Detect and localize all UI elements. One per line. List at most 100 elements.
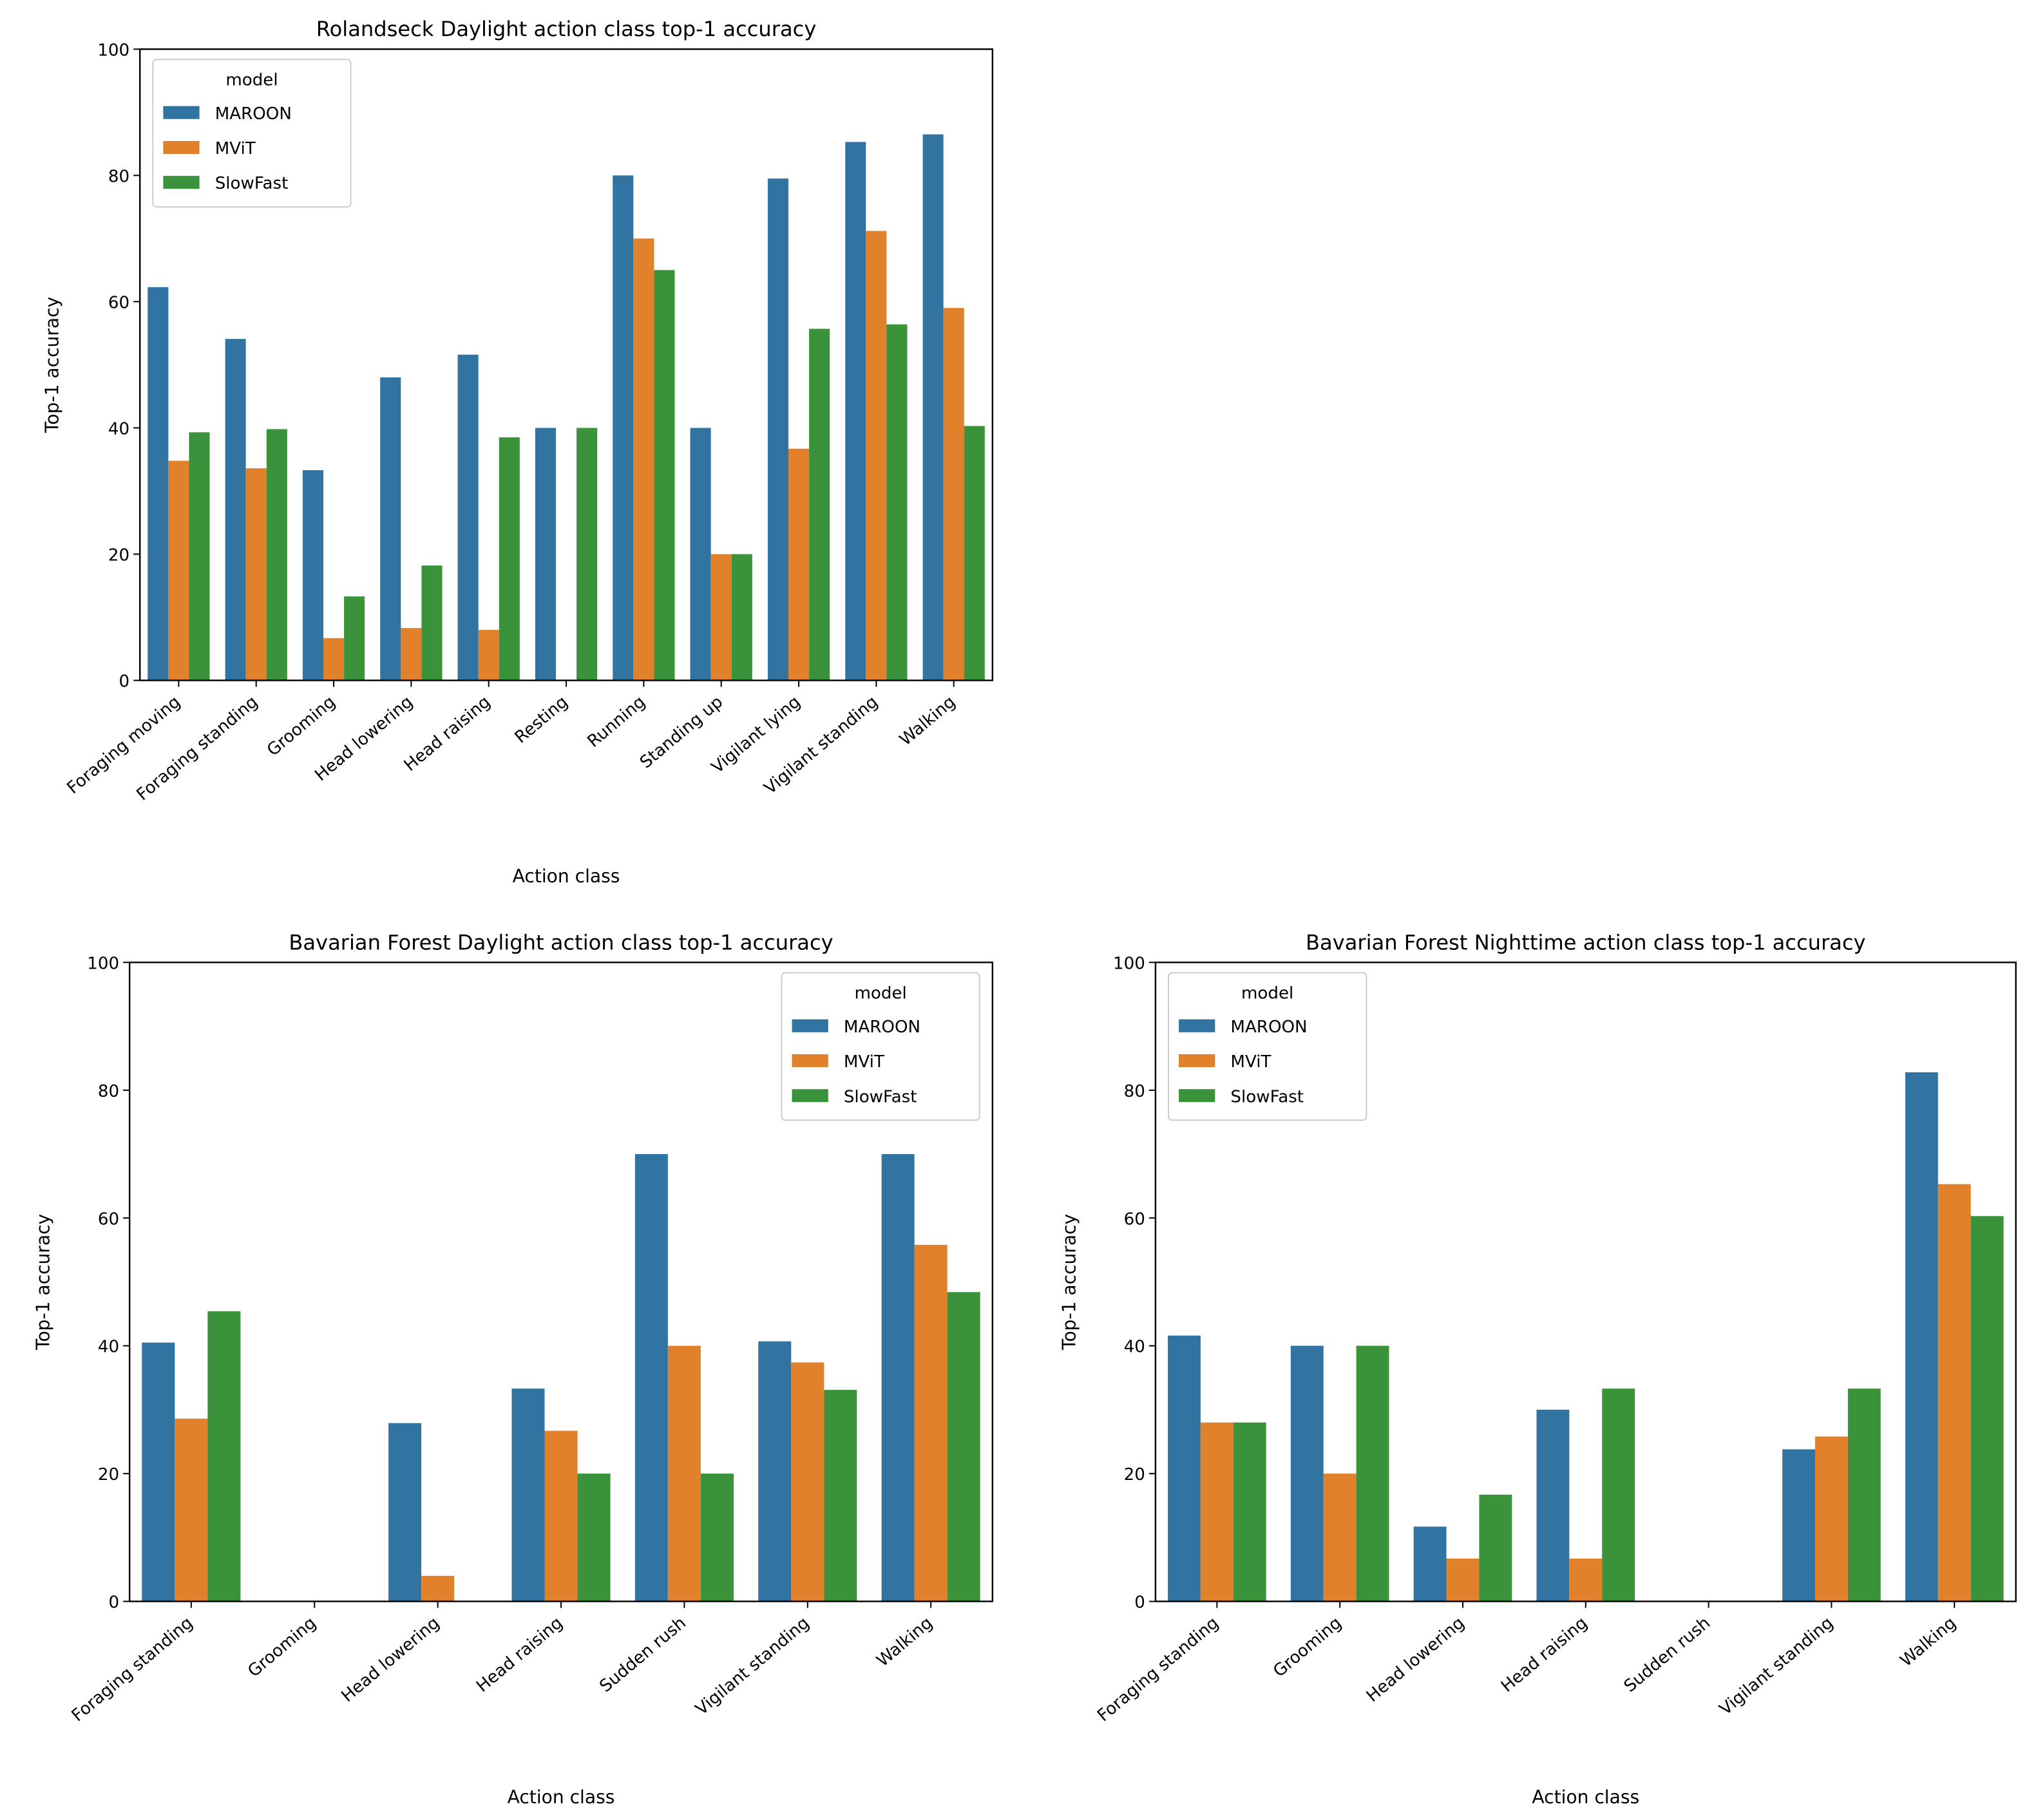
bar-maroon-9 bbox=[845, 142, 866, 681]
bar-maroon-3 bbox=[1536, 1409, 1570, 1602]
legend-label: MViT bbox=[1230, 1052, 1272, 1072]
bar-mvit-2 bbox=[1446, 1559, 1480, 1602]
legend-title: model bbox=[1241, 984, 1293, 1003]
legend-swatch-slowfast bbox=[1179, 1089, 1215, 1103]
bar-mvit-4 bbox=[667, 1345, 701, 1602]
bar-mvit-3 bbox=[544, 1430, 578, 1602]
x-tick-label: Head lowering bbox=[1363, 1613, 1469, 1706]
bar-mvit-6 bbox=[914, 1244, 948, 1602]
bar-mvit-8 bbox=[788, 448, 810, 681]
y-tick-label: 0 bbox=[119, 672, 130, 692]
x-tick-label: Head lowering bbox=[338, 1613, 444, 1706]
y-tick-label: 60 bbox=[1124, 1209, 1145, 1229]
y-tick-label: 40 bbox=[108, 419, 129, 439]
bar-mvit-6 bbox=[633, 238, 654, 681]
x-tick-label: Foraging standing bbox=[1094, 1613, 1223, 1725]
legend-swatch-maroon bbox=[1179, 1019, 1215, 1032]
legend: model MAROON MViT SlowFast bbox=[1168, 972, 1367, 1121]
bar-maroon-3 bbox=[380, 377, 401, 681]
bar-maroon-4 bbox=[457, 354, 479, 681]
bar-slowfast-4 bbox=[499, 437, 520, 681]
bar-slowfast-7 bbox=[731, 554, 752, 681]
bar-maroon-2 bbox=[302, 470, 324, 681]
y-tick-label: 80 bbox=[1124, 1082, 1145, 1101]
legend-box bbox=[152, 59, 352, 208]
bar-slowfast-10 bbox=[964, 426, 985, 681]
bar-maroon-3 bbox=[511, 1389, 545, 1602]
bar-slowfast-2 bbox=[344, 596, 365, 681]
bar-slowfast-6 bbox=[1970, 1216, 2004, 1602]
bar-mvit-0 bbox=[175, 1418, 208, 1602]
x-axis-label: Action class bbox=[513, 866, 620, 887]
bar-mvit-10 bbox=[943, 308, 964, 681]
bar-slowfast-6 bbox=[947, 1292, 980, 1602]
legend-label: MAROON bbox=[1230, 1018, 1307, 1037]
legend-label: SlowFast bbox=[215, 174, 289, 193]
bar-maroon-10 bbox=[922, 134, 944, 681]
bar-maroon-1 bbox=[225, 339, 246, 681]
legend-label: MViT bbox=[215, 139, 256, 158]
bar-slowfast-1 bbox=[266, 429, 287, 681]
bar-maroon-4 bbox=[634, 1154, 668, 1602]
legend-box bbox=[1168, 972, 1367, 1121]
bar-mvit-6 bbox=[1938, 1184, 1971, 1602]
bar-mvit-0 bbox=[1200, 1422, 1234, 1602]
legend-swatch-mvit bbox=[792, 1054, 828, 1068]
legend-label: MAROON bbox=[844, 1018, 920, 1037]
bar-maroon-5 bbox=[535, 428, 557, 681]
bar-slowfast-3 bbox=[1602, 1389, 1635, 1602]
x-tick-label: Vigilant standing bbox=[1716, 1613, 1837, 1719]
x-tick-label: Head raising bbox=[473, 1613, 566, 1696]
y-tick-label: 80 bbox=[98, 1082, 119, 1101]
bar-slowfast-5 bbox=[576, 428, 598, 681]
x-axis-label: Action class bbox=[1532, 1787, 1639, 1808]
bar-mvit-1 bbox=[245, 468, 267, 681]
legend-title: model bbox=[854, 984, 906, 1003]
bar-slowfast-0 bbox=[189, 432, 210, 681]
bar-mvit-3 bbox=[1569, 1559, 1603, 1602]
legend-label: MViT bbox=[844, 1052, 885, 1072]
bar-mvit-9 bbox=[866, 231, 887, 681]
y-tick-label: 0 bbox=[108, 1593, 119, 1613]
x-tick-label: Walking bbox=[873, 1613, 937, 1671]
y-tick-label: 100 bbox=[87, 954, 119, 973]
bar-maroon-2 bbox=[1413, 1526, 1447, 1602]
y-tick-label: 20 bbox=[98, 1465, 119, 1484]
bar-slowfast-4 bbox=[700, 1474, 734, 1602]
y-axis-label: Top-1 accuracy bbox=[42, 297, 63, 433]
bar-slowfast-8 bbox=[809, 328, 830, 681]
bar-slowfast-3 bbox=[577, 1474, 611, 1602]
legend-swatch-maroon bbox=[163, 106, 200, 119]
legend: model MAROON MViT SlowFast bbox=[781, 972, 980, 1121]
y-tick-label: 80 bbox=[108, 167, 129, 186]
x-tick-label: Sudden rush bbox=[1621, 1613, 1714, 1696]
bar-slowfast-0 bbox=[207, 1311, 241, 1602]
bar-mvit-1 bbox=[1323, 1474, 1357, 1602]
y-tick-label: 40 bbox=[1124, 1338, 1145, 1357]
chart-3: 0 20 40 60 80 100 Foraging standing Grooming Hea… bbox=[1058, 930, 2017, 1808]
y-tick-label: 0 bbox=[1134, 1593, 1145, 1613]
y-axis-label: Top-1 accuracy bbox=[1058, 1214, 1080, 1351]
bar-slowfast-1 bbox=[1356, 1345, 1389, 1602]
legend-label: MAROON bbox=[215, 104, 292, 124]
legend-swatch-slowfast bbox=[163, 176, 200, 189]
bar-maroon-5 bbox=[758, 1341, 792, 1602]
bar-maroon-8 bbox=[767, 178, 788, 681]
y-axis-label: Top-1 accuracy bbox=[33, 1214, 54, 1351]
chart-2: 0 20 40 60 80 100 Foraging standing Grooming Hea… bbox=[33, 930, 994, 1808]
bar-slowfast-3 bbox=[421, 565, 443, 681]
y-tick-label: 20 bbox=[1124, 1465, 1145, 1484]
bar-slowfast-5 bbox=[824, 1390, 857, 1602]
x-tick-label: Grooming bbox=[244, 1613, 319, 1681]
bar-maroon-2 bbox=[388, 1423, 422, 1602]
y-tick-label: 20 bbox=[108, 545, 129, 565]
x-tick-label: Grooming bbox=[263, 692, 339, 760]
x-tick-label: Grooming bbox=[1270, 1613, 1345, 1681]
bar-mvit-0 bbox=[168, 460, 189, 681]
y-tick-label: 60 bbox=[108, 293, 129, 312]
bar-slowfast-5 bbox=[1847, 1389, 1881, 1602]
y-tick-label: 60 bbox=[98, 1209, 119, 1229]
bar-maroon-0 bbox=[148, 287, 169, 681]
bar-mvit-2 bbox=[421, 1575, 455, 1602]
